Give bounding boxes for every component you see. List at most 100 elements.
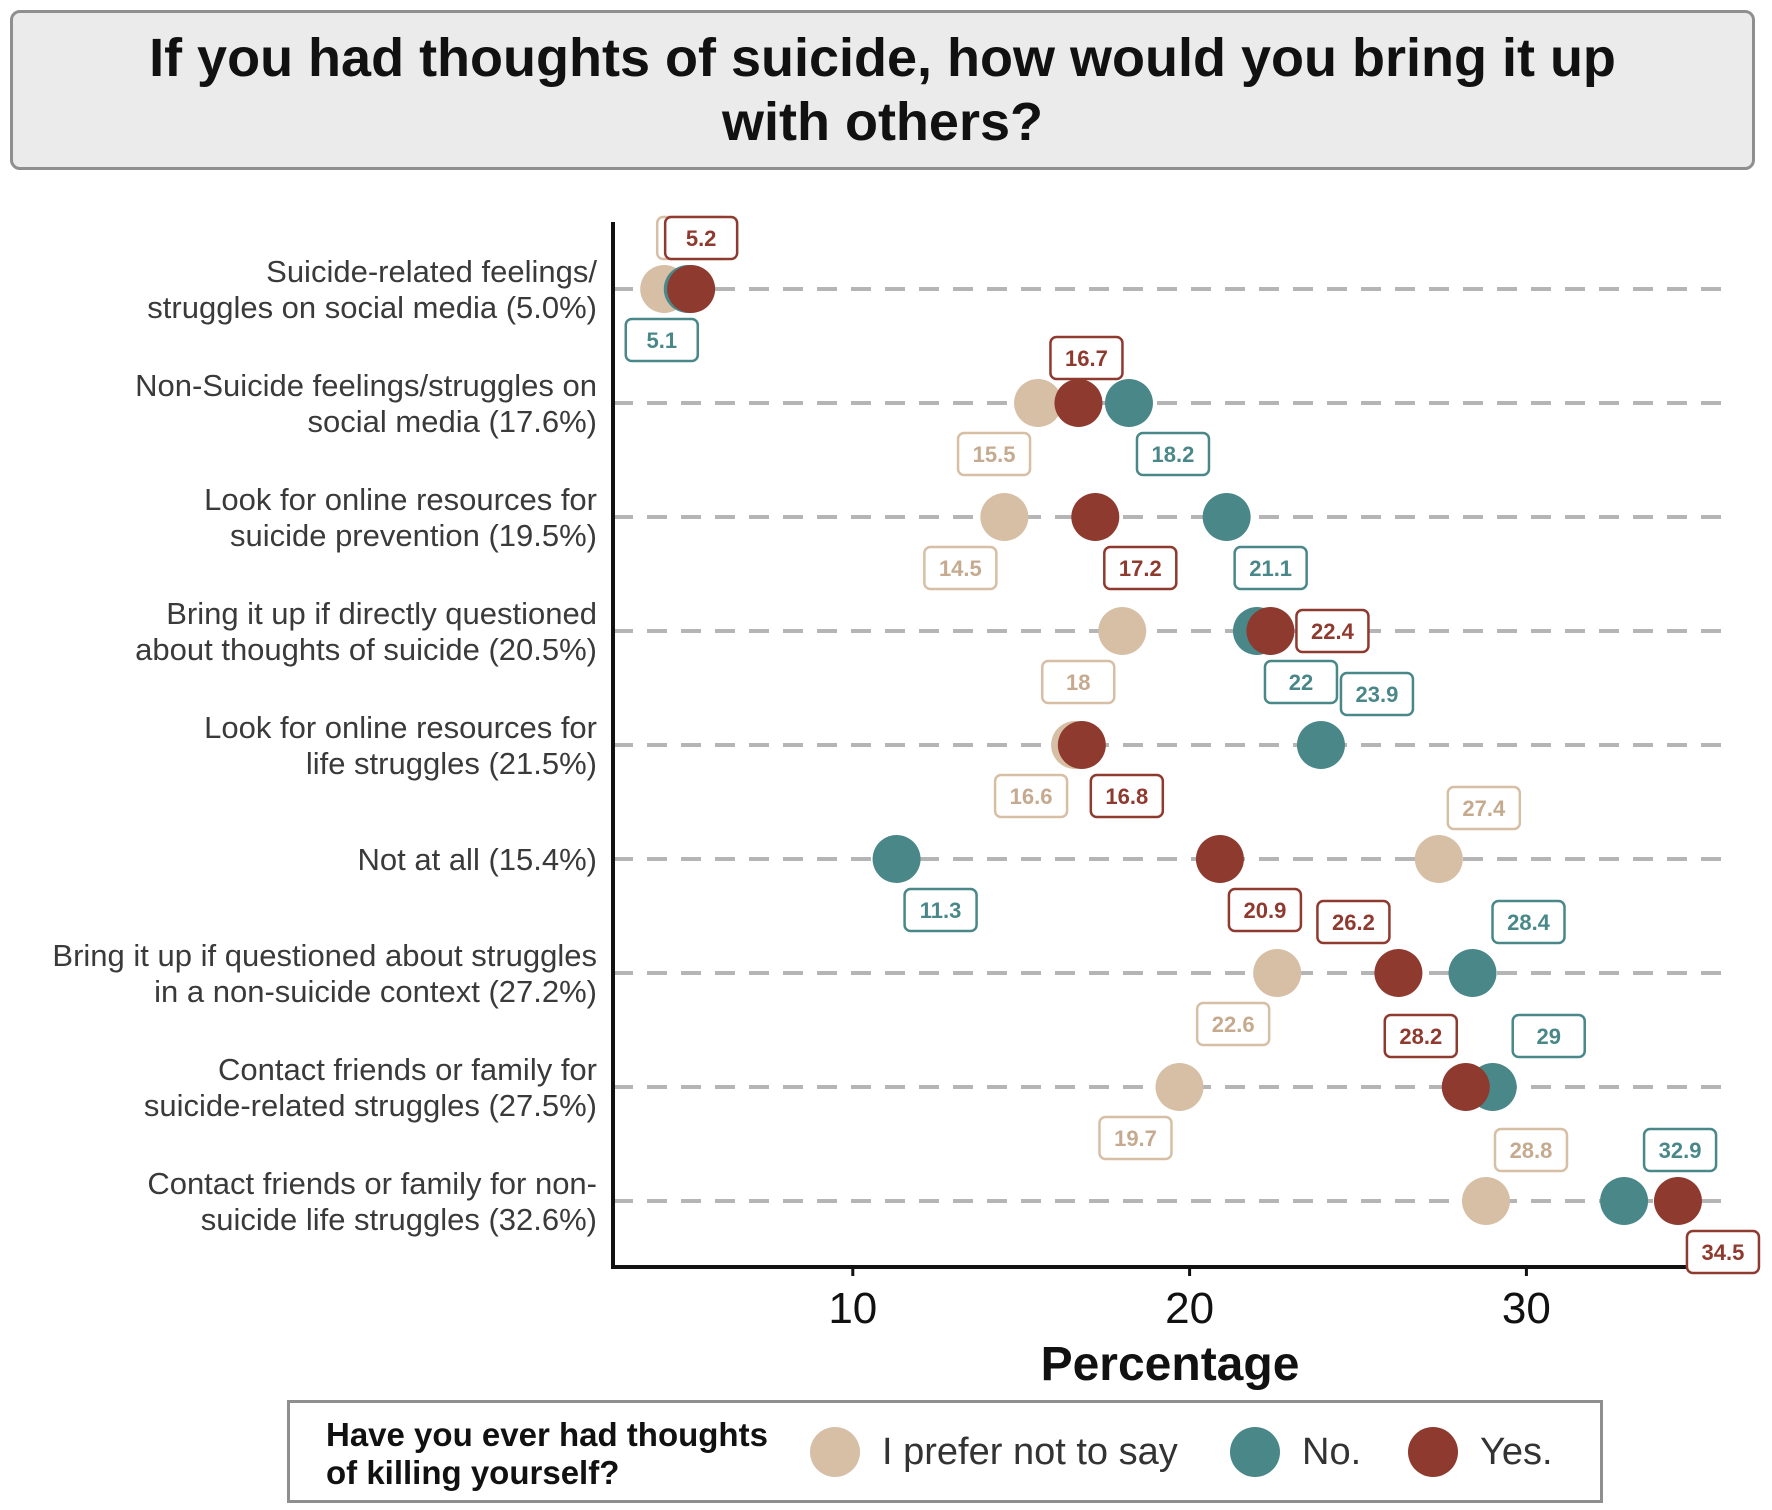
- dot-yes: [1374, 949, 1423, 997]
- data-label-prefer: 18: [1066, 670, 1090, 695]
- dot-prefer: [1414, 835, 1463, 883]
- data-label-box-yes: [1103, 545, 1178, 591]
- data-label-box-no: [1511, 1013, 1586, 1059]
- gridlines: [613, 287, 1722, 1203]
- data-label-yes: 34.5: [1702, 1240, 1745, 1265]
- data-label-no: 22: [1289, 670, 1313, 695]
- x-tick-label: 10: [828, 1284, 877, 1333]
- legend-dot-prefer: [810, 1427, 860, 1477]
- dot-prefer: [980, 493, 1029, 541]
- data-label-no: 21.1: [1249, 556, 1292, 581]
- data-label-box-prefer: [993, 773, 1069, 819]
- legend-dot-yes: [1408, 1427, 1458, 1477]
- dot-no: [872, 835, 921, 883]
- legend-item-no: No.: [1230, 1427, 1361, 1477]
- data-label-yes: 5.2: [686, 226, 717, 251]
- data-label-box-prefer: [1446, 785, 1522, 831]
- data-label-prefer: 22.6: [1212, 1012, 1255, 1037]
- data-points: [640, 265, 1702, 1225]
- data-label-box-yes: [1685, 1229, 1761, 1275]
- data-label-yes: 22.4: [1311, 619, 1355, 644]
- dot-prefer: [1098, 607, 1147, 655]
- data-labels: 4.415.514.51816.627.422.619.728.85.118.2…: [624, 215, 1761, 1275]
- data-label-yes: 16.8: [1105, 784, 1148, 809]
- legend-title: Have you ever had thoughts of killing yo…: [326, 1416, 768, 1491]
- category-label: Bring it up if directly questioned about …: [135, 596, 597, 667]
- data-label-box-yes: [663, 215, 739, 261]
- dot-yes: [1246, 607, 1295, 655]
- category-label: Look for online resources for suicide pre…: [204, 482, 597, 553]
- dot-no: [1600, 1177, 1649, 1225]
- dot-prefer: [1155, 1063, 1204, 1111]
- legend-label-yes: Yes.: [1480, 1430, 1553, 1473]
- dot-yes: [1071, 493, 1120, 541]
- data-label-box-prefer: [923, 545, 998, 591]
- data-label-no: 18.2: [1152, 442, 1195, 467]
- data-label-prefer: 14.5: [939, 556, 982, 581]
- dot-no: [1448, 949, 1497, 997]
- legend-dot-no: [1230, 1427, 1280, 1477]
- data-label-yes: 16.7: [1065, 346, 1108, 371]
- data-label-prefer: 15.5: [973, 442, 1016, 467]
- data-label-no: 23.9: [1356, 682, 1399, 707]
- dot-no: [1104, 379, 1153, 427]
- legend-label-prefer: I prefer not to say: [882, 1430, 1178, 1473]
- category-label: Suicide-related feelings/struggles on so…: [147, 254, 597, 325]
- data-label-box-yes: [1383, 1013, 1459, 1059]
- data-label-yes: 26.2: [1332, 910, 1375, 935]
- data-label-box-prefer: [1098, 1115, 1173, 1161]
- chart-title: If you had thoughts of suicide, how woul…: [149, 28, 1616, 152]
- legend-label-no: No.: [1302, 1430, 1362, 1473]
- dot-yes: [1057, 721, 1106, 769]
- data-label-box-yes: [1295, 608, 1370, 654]
- dot-yes: [1441, 1063, 1490, 1111]
- legend-item-yes: Yes.: [1408, 1427, 1553, 1477]
- data-label-prefer: 19.7: [1114, 1126, 1157, 1151]
- data-label-yes: 28.2: [1399, 1024, 1442, 1049]
- dot-plot: 10 20 30 Suicide-related feelings/struggle…: [52, 215, 1761, 1391]
- category-label: Look for online resources for life strugg…: [204, 710, 597, 781]
- data-label-box-yes: [1227, 887, 1303, 933]
- data-label-no: 5.1: [646, 328, 677, 353]
- data-label-box-yes: [1316, 899, 1391, 945]
- data-label-box-no: [1135, 431, 1211, 477]
- data-label-no: 11.3: [920, 898, 962, 923]
- data-label-box-no: [1233, 545, 1308, 591]
- dot-no: [1202, 493, 1251, 541]
- dot-prefer: [1253, 949, 1302, 997]
- data-label-yes: 20.9: [1243, 898, 1286, 923]
- data-label-box-prefer: [1040, 659, 1116, 705]
- category-label: Non-Suicide feelings/struggles on social …: [135, 368, 597, 439]
- x-axis-title: Percentage: [1041, 1338, 1300, 1391]
- data-label-box-no: [1263, 659, 1339, 705]
- category-label: Contact friends or family for non-suicid…: [147, 1166, 597, 1237]
- data-label-box-prefer: [956, 431, 1032, 477]
- data-label-box-no: [903, 887, 978, 933]
- data-label-box-no: [1491, 899, 1566, 945]
- data-label-prefer: 16.6: [1010, 784, 1053, 809]
- data-label-prefer: 27.4: [1462, 796, 1506, 821]
- dot-yes: [667, 265, 716, 313]
- data-label-no: 29: [1536, 1024, 1560, 1049]
- category-label: Not at all (15.4%): [358, 842, 598, 877]
- dot-prefer: [1014, 379, 1063, 427]
- data-label-box-no: [1642, 1127, 1718, 1173]
- dot-no: [1296, 721, 1345, 769]
- data-label-box-yes: [1049, 335, 1124, 381]
- data-label-box-prefer: [1493, 1127, 1569, 1173]
- data-label-yes: 17.2: [1119, 556, 1162, 581]
- data-label-box-prefer: [1195, 1001, 1271, 1047]
- legend: Have you ever had thoughts of killing yo…: [287, 1400, 1603, 1503]
- dot-prefer: [1461, 1177, 1510, 1225]
- dot-yes: [1054, 379, 1103, 427]
- legend-item-prefer: I prefer not to say: [810, 1427, 1178, 1477]
- dot-yes: [1195, 835, 1244, 883]
- category-labels: Suicide-related feelings/struggles on so…: [52, 254, 597, 1237]
- data-label-box-no: [624, 317, 700, 363]
- category-label: Contact friends or family for suicide-rel…: [144, 1052, 597, 1123]
- data-label-box-no: [1339, 671, 1415, 717]
- data-label-no: 28.4: [1507, 910, 1551, 935]
- data-label-box-yes: [1089, 773, 1165, 819]
- x-tick-label: 30: [1502, 1284, 1551, 1333]
- x-tick-label: 20: [1165, 1284, 1214, 1333]
